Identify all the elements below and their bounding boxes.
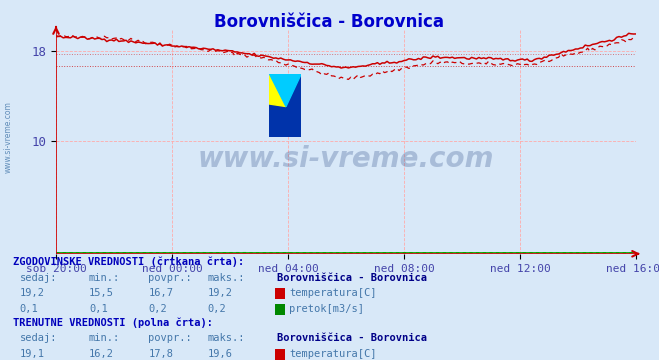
Text: 0,2: 0,2 <box>148 304 167 314</box>
Text: pretok[m3/s]: pretok[m3/s] <box>289 304 364 314</box>
Text: 16,7: 16,7 <box>148 288 173 298</box>
Text: min.:: min.: <box>89 273 120 283</box>
Text: povpr.:: povpr.: <box>148 333 192 343</box>
Text: TRENUTNE VREDNOSTI (polna črta):: TRENUTNE VREDNOSTI (polna črta): <box>13 318 213 328</box>
Text: maks.:: maks.: <box>208 333 245 343</box>
Text: temperatura[C]: temperatura[C] <box>289 349 377 359</box>
Text: min.:: min.: <box>89 333 120 343</box>
Text: maks.:: maks.: <box>208 273 245 283</box>
Text: 16,2: 16,2 <box>89 349 114 359</box>
Text: 19,6: 19,6 <box>208 349 233 359</box>
Text: 17,8: 17,8 <box>148 349 173 359</box>
Text: Borovniščica - Borovnica: Borovniščica - Borovnica <box>277 273 427 283</box>
Text: sedaj:: sedaj: <box>20 333 57 343</box>
Text: www.si-vreme.com: www.si-vreme.com <box>198 145 494 173</box>
Text: 0,2: 0,2 <box>208 304 226 314</box>
Text: povpr.:: povpr.: <box>148 273 192 283</box>
Polygon shape <box>270 74 301 137</box>
Text: Borovniščica - Borovnica: Borovniščica - Borovnica <box>214 13 445 31</box>
Polygon shape <box>270 74 301 107</box>
Text: Borovniščica - Borovnica: Borovniščica - Borovnica <box>277 333 427 343</box>
Text: 19,2: 19,2 <box>20 288 45 298</box>
Text: www.si-vreme.com: www.si-vreme.com <box>3 101 13 173</box>
Polygon shape <box>270 74 286 107</box>
Text: temperatura[C]: temperatura[C] <box>289 288 377 298</box>
Text: 19,2: 19,2 <box>208 288 233 298</box>
Text: 0,1: 0,1 <box>20 304 38 314</box>
Text: 19,1: 19,1 <box>20 349 45 359</box>
Text: 15,5: 15,5 <box>89 288 114 298</box>
Text: ZGODOVINSKE VREDNOSTI (črtkana črta):: ZGODOVINSKE VREDNOSTI (črtkana črta): <box>13 256 244 267</box>
Text: 0,1: 0,1 <box>89 304 107 314</box>
Text: sedaj:: sedaj: <box>20 273 57 283</box>
